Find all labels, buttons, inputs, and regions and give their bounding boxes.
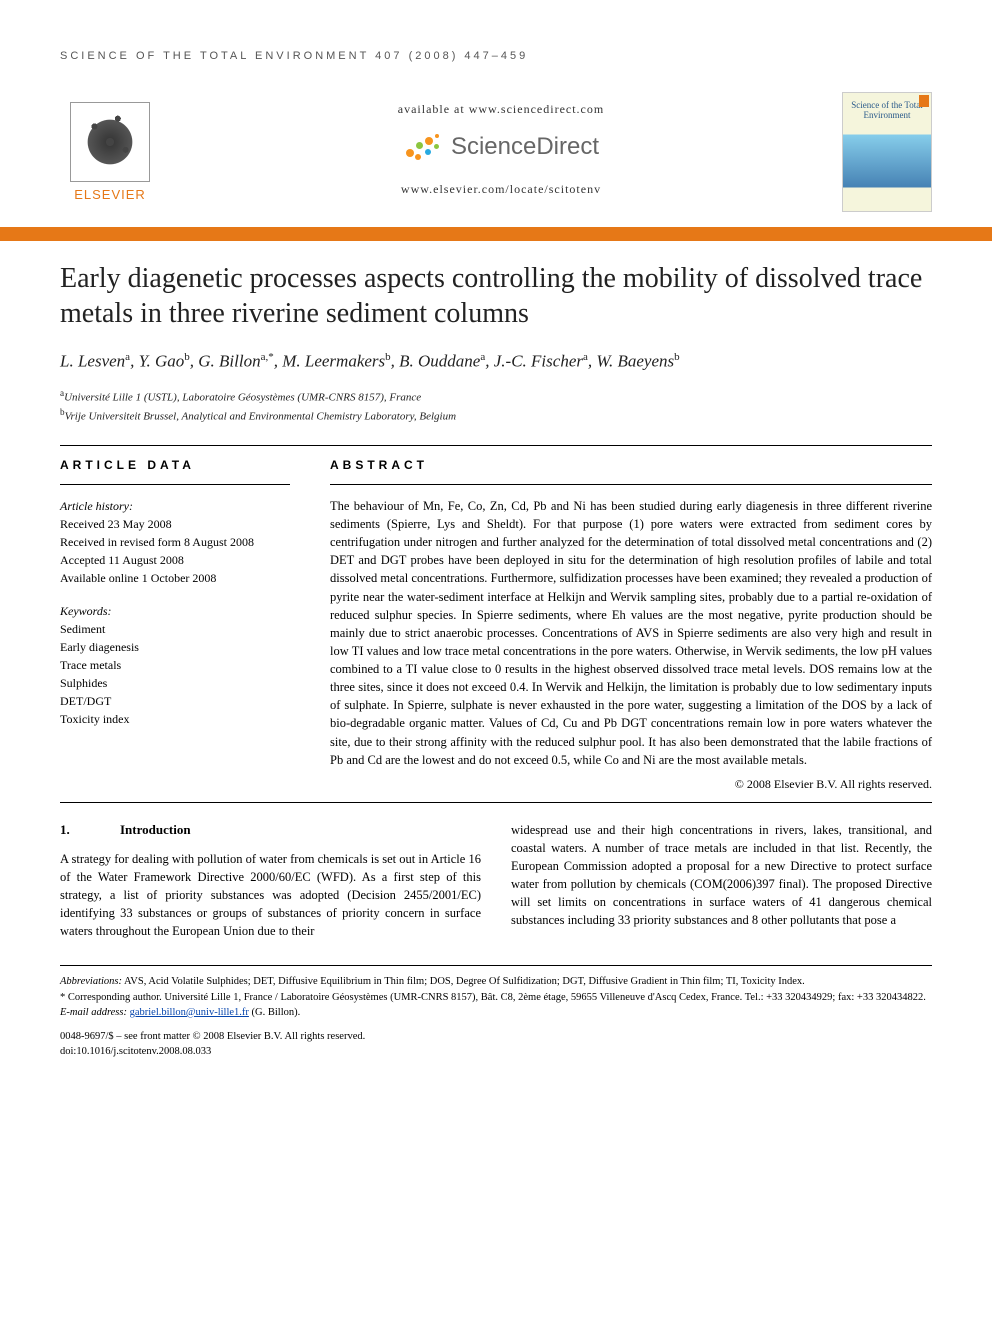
- corr-label: * Corresponding author.: [60, 992, 162, 1003]
- abstract-copyright: © 2008 Elsevier B.V. All rights reserved…: [330, 777, 932, 792]
- cover-badge-icon: [919, 95, 929, 107]
- available-at-line: available at www.sciencedirect.com: [180, 102, 822, 117]
- article-title: Early diagenetic processes aspects contr…: [60, 261, 932, 331]
- sciencedirect-dots-icon: [403, 132, 443, 162]
- keyword: Trace metals: [60, 656, 290, 674]
- abstract-heading: ABSTRACT: [330, 458, 932, 472]
- article-data-column: ARTICLE DATA Article history: Received 2…: [60, 458, 290, 792]
- masthead-center: available at www.sciencedirect.com Scien…: [180, 92, 822, 197]
- keyword: Toxicity index: [60, 710, 290, 728]
- article-data-heading: ARTICLE DATA: [60, 458, 290, 472]
- authors-line: L. Lesvena, Y. Gaob, G. Billona,*, M. Le…: [60, 351, 932, 372]
- journal-cover-thumbnail: Science of the Total Environment: [842, 92, 932, 212]
- body-col-right: widespread use and their high concentrat…: [511, 821, 932, 940]
- doi-line: doi:10.1016/j.scitotenv.2008.08.033: [60, 1045, 932, 1060]
- sciencedirect-wordmark: ScienceDirect: [451, 133, 599, 161]
- elsevier-logo: ELSEVIER: [60, 92, 160, 202]
- abstract-text: The behaviour of Mn, Fe, Co, Zn, Cd, Pb …: [330, 497, 932, 769]
- corr-text: Université Lille 1, France / Laboratoire…: [162, 992, 926, 1003]
- masthead: ELSEVIER available at www.sciencedirect.…: [60, 92, 932, 212]
- keyword: Sulphides: [60, 674, 290, 692]
- intro-para-right: widespread use and their high concentrat…: [511, 821, 932, 930]
- keywords-label: Keywords:: [60, 602, 290, 620]
- email-attrib: (G. Billon).: [249, 1007, 300, 1018]
- corresponding-author-footnote: * Corresponding author. Université Lille…: [60, 990, 932, 1005]
- article-history: Article history: Received 23 May 2008 Re…: [60, 497, 290, 587]
- history-line: Available online 1 October 2008: [60, 569, 290, 587]
- elsevier-tree-icon: [70, 102, 150, 182]
- keywords-block: Keywords: Sediment Early diagenesis Trac…: [60, 602, 290, 728]
- abstract-divider: [330, 484, 932, 485]
- sciencedirect-logo: ScienceDirect: [403, 132, 599, 162]
- history-line: Received in revised form 8 August 2008: [60, 533, 290, 551]
- doi-block: 0048-9697/$ – see front matter © 2008 El…: [60, 1030, 932, 1059]
- intro-para-left: A strategy for dealing with pollution of…: [60, 850, 481, 941]
- email-footnote: E-mail address: gabriel.billon@univ-lill…: [60, 1005, 932, 1020]
- section-title: Introduction: [120, 822, 191, 837]
- front-matter-line: 0048-9697/$ – see front matter © 2008 El…: [60, 1030, 932, 1045]
- history-label: Article history:: [60, 497, 290, 515]
- footnotes-block: Abbreviations: AVS, Acid Volatile Sulphi…: [60, 965, 932, 1020]
- keyword: Sediment: [60, 620, 290, 638]
- journal-cover-title: Science of the Total Environment: [843, 101, 931, 121]
- accent-divider-bar: [0, 227, 992, 241]
- affiliations-block: aUniversité Lille 1 (USTL), Laboratoire …: [60, 387, 932, 425]
- body-col-left: 1.Introduction A strategy for dealing wi…: [60, 821, 481, 940]
- history-line: Accepted 11 August 2008: [60, 551, 290, 569]
- running-header: SCIENCE OF THE TOTAL ENVIRONMENT 407 (20…: [60, 50, 932, 62]
- section-heading-intro: 1.Introduction: [60, 821, 481, 840]
- keyword: DET/DGT: [60, 692, 290, 710]
- article-page: SCIENCE OF THE TOTAL ENVIRONMENT 407 (20…: [0, 0, 992, 1089]
- abbreviations-footnote: Abbreviations: AVS, Acid Volatile Sulphi…: [60, 974, 932, 989]
- article-meta-row: ARTICLE DATA Article history: Received 2…: [60, 458, 932, 792]
- abbrev-text: AVS, Acid Volatile Sulphides; DET, Diffu…: [122, 976, 805, 987]
- section-number: 1.: [60, 821, 120, 840]
- email-label: E-mail address:: [60, 1007, 127, 1018]
- abbrev-label: Abbreviations:: [60, 976, 122, 987]
- keyword: Early diagenesis: [60, 638, 290, 656]
- article-data-divider: [60, 484, 290, 485]
- elsevier-wordmark: ELSEVIER: [74, 187, 146, 202]
- meta-divider-top: [60, 445, 932, 446]
- meta-divider-bottom: [60, 802, 932, 803]
- email-link[interactable]: gabriel.billon@univ-lille1.fr: [130, 1007, 249, 1018]
- body-columns: 1.Introduction A strategy for dealing wi…: [60, 821, 932, 940]
- journal-url: www.elsevier.com/locate/scitotenv: [180, 182, 822, 197]
- abstract-column: ABSTRACT The behaviour of Mn, Fe, Co, Zn…: [330, 458, 932, 792]
- history-line: Received 23 May 2008: [60, 515, 290, 533]
